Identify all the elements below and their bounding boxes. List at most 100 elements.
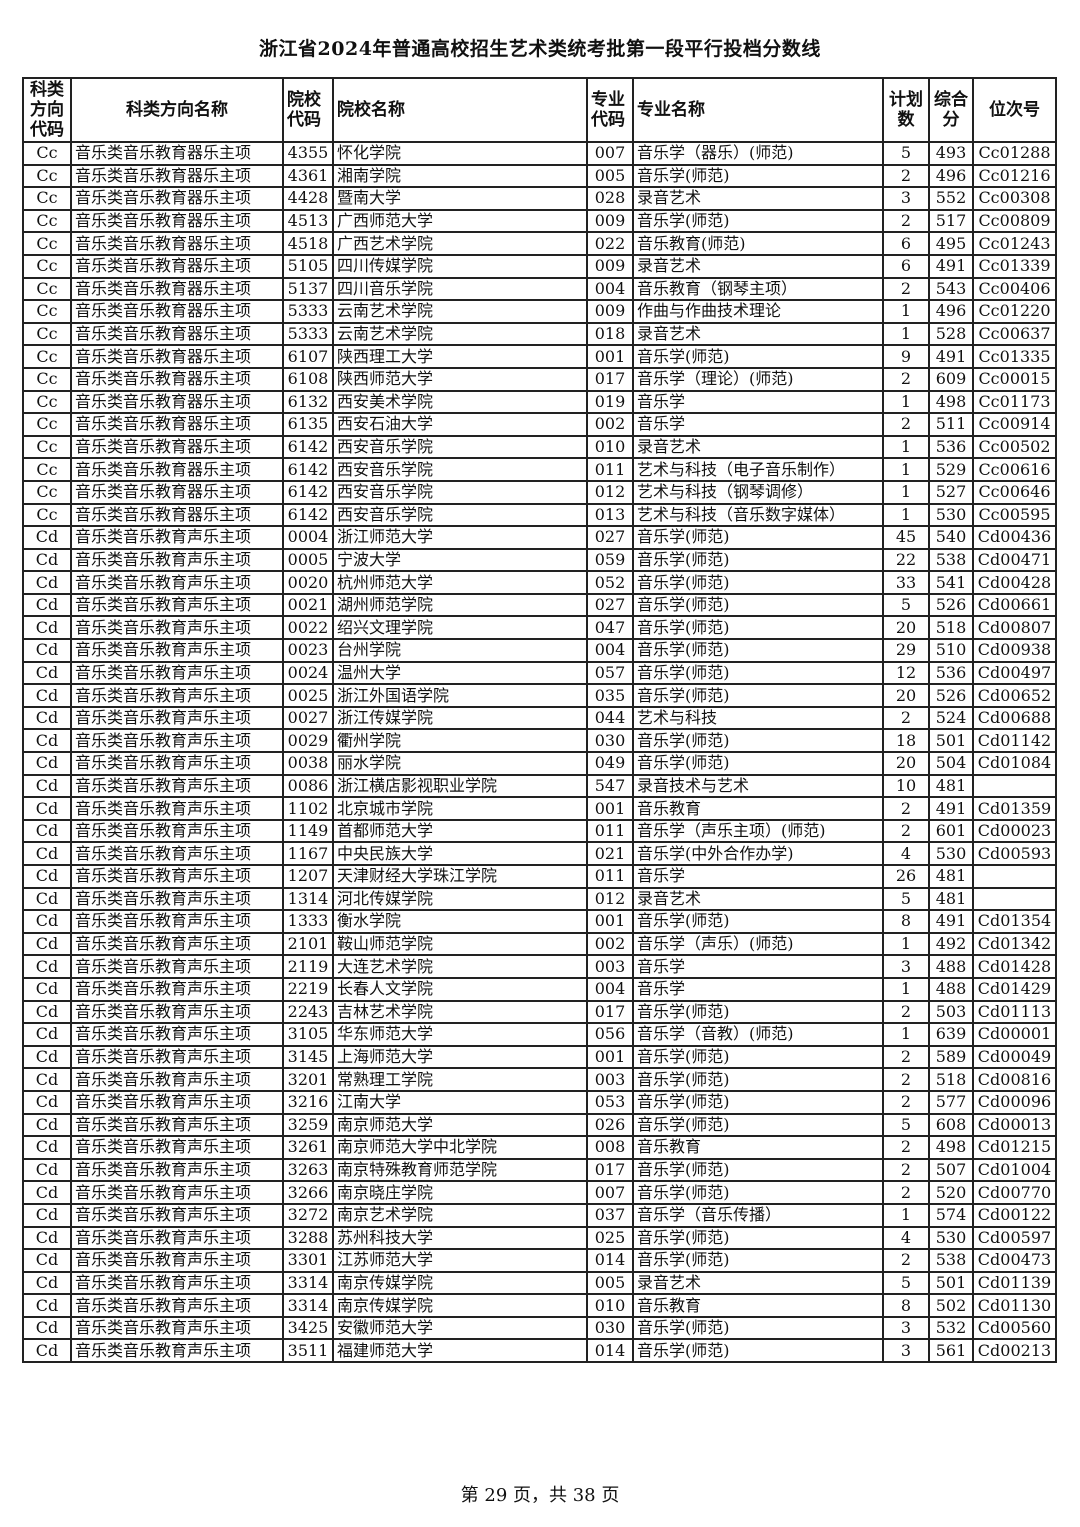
table-row: Cc 音乐类音乐教育器乐主项 6142 西安音乐学院 013 艺术与科技（音乐数字媒体） 1…: [22, 502, 1057, 528]
cell-direction-code: Cd: [22, 570, 72, 595]
cell-score: 532: [928, 1315, 974, 1341]
cell-direction-name: 音乐类音乐教育声乐主项: [70, 1067, 284, 1092]
cell-direction-name: 音乐类音乐教育声乐主项: [70, 1315, 284, 1341]
header-score: 综合分: [928, 77, 974, 143]
cell-major-name: 音乐学(师范): [632, 344, 884, 369]
cell-major-name: 音乐学(师范): [632, 570, 884, 595]
cell-rank: Cc00616: [972, 457, 1057, 482]
cell-rank: Cc00595: [972, 502, 1057, 528]
cell-score: 501: [928, 728, 974, 754]
cell-school-code: 0005: [282, 547, 334, 573]
table-row: Cc 音乐类音乐教育器乐主项 5333 云南艺术学院 018 录音艺术 1 528 Cc0063…: [22, 321, 1057, 347]
cell-direction-name: 音乐类音乐教育声乐主项: [70, 547, 284, 573]
cell-school-name: 台州学院: [332, 638, 588, 663]
cell-rank: Cc00308: [972, 186, 1057, 211]
cell-major-code: 014: [586, 1248, 634, 1273]
cell-major-code: 059: [586, 547, 634, 573]
cell-school-code: 6107: [282, 344, 334, 369]
table-row: Cc 音乐类音乐教育器乐主项 6142 西安音乐学院 012 艺术与科技（钢琴调修） 1 52…: [22, 479, 1057, 505]
cell-direction-code: Cd: [22, 1067, 72, 1092]
cell-school-code: 0029: [282, 728, 334, 754]
table-row: Cd 音乐类音乐教育声乐主项 0005 宁波大学 059 音乐学(师范) 22 538 Cd00…: [22, 547, 1057, 573]
cell-direction-name: 音乐类音乐教育声乐主项: [70, 1157, 284, 1183]
cell-rank: Cd01084: [972, 751, 1057, 776]
cell-direction-code: Cd: [22, 954, 72, 979]
cell-school-code: 6135: [282, 412, 334, 437]
cell-direction-code: Cd: [22, 1022, 72, 1047]
cell-major-code: 001: [586, 909, 634, 934]
cell-direction-code: Cd: [22, 592, 72, 618]
cell-rank: Cd00473: [972, 1248, 1057, 1273]
cell-rank: Cd01359: [972, 796, 1057, 821]
cell-direction-code: Cd: [22, 886, 72, 912]
cell-rank: Cc00637: [972, 321, 1057, 347]
cell-rank: [972, 773, 1057, 799]
table-row: Cd 音乐类音乐教育声乐主项 3314 南京传媒学院 005 录音艺术 5 501 Cd0113…: [22, 1270, 1057, 1296]
cell-school-code: 5105: [282, 253, 334, 279]
cell-rank: Cd00471: [972, 547, 1057, 573]
cell-school-name: 南京传媒学院: [332, 1293, 588, 1318]
cell-school-code: 3511: [282, 1338, 334, 1364]
cell-direction-code: Cc: [22, 457, 72, 482]
cell-direction-name: 音乐类音乐教育声乐主项: [70, 1089, 284, 1115]
table-row: Cd 音乐类音乐教育声乐主项 3314 南京传媒学院 010 音乐教育 8 502 Cd0113…: [22, 1293, 1057, 1318]
table-row: Cd 音乐类音乐教育声乐主项 0022 绍兴文理学院 047 音乐学(师范) 20 518 Cd…: [22, 615, 1057, 641]
cell-plan-count: 5: [882, 592, 930, 618]
cell-direction-code: Cc: [22, 344, 72, 369]
cell-rank: Cc00809: [972, 208, 1057, 234]
cell-major-name: 艺术与科技: [632, 705, 884, 731]
cell-rank: Cc01339: [972, 253, 1057, 279]
cell-rank: Cd00593: [972, 841, 1057, 866]
table-row: Cc 音乐类音乐教育器乐主项 6142 西安音乐学院 011 艺术与科技（电子音乐制作） 1…: [22, 457, 1057, 482]
cell-major-name: 录音技术与艺术: [632, 773, 884, 799]
table-row: Cc 音乐类音乐教育器乐主项 6108 陕西师范大学 017 音乐学（理论）(师范) 2 60…: [22, 366, 1057, 392]
cell-major-name: 音乐学（音乐传播）: [632, 1202, 884, 1228]
cell-school-name: 常熟理工学院: [332, 1067, 588, 1092]
cell-school-name: 南京艺术学院: [332, 1202, 588, 1228]
cell-plan-count: 1: [882, 1022, 930, 1047]
cell-direction-code: Cd: [22, 1157, 72, 1183]
cell-school-name: 大连艺术学院: [332, 954, 588, 979]
table-row: Cd 音乐类音乐教育声乐主项 1314 河北传媒学院 012 录音艺术 5 481: [22, 886, 1057, 912]
cell-direction-code: Cc: [22, 412, 72, 437]
cell-school-name: 河北传媒学院: [332, 886, 588, 912]
cell-school-code: 3259: [282, 1112, 334, 1138]
cell-score: 541: [928, 570, 974, 595]
score-table: 科类方向代码 科类方向名称 院校代码 院校名称 专业代码 专业名称 计划数 综合…: [22, 77, 1057, 1364]
cell-school-name: 湖州师范学院: [332, 592, 588, 618]
cell-school-name: 南京传媒学院: [332, 1270, 588, 1296]
cell-school-code: 5333: [282, 299, 334, 324]
cell-plan-count: 33: [882, 570, 930, 595]
cell-score: 552: [928, 186, 974, 211]
cell-score: 543: [928, 276, 974, 302]
cell-plan-count: 2: [882, 1067, 930, 1092]
table-row: Cd 音乐类音乐教育声乐主项 3266 南京晓庄学院 007 音乐学(师范) 2 520 Cd0…: [22, 1180, 1057, 1205]
table-row: Cd 音乐类音乐教育声乐主项 1207 天津财经大学珠江学院 011 音乐学 26 481: [22, 864, 1057, 889]
cell-direction-name: 音乐类音乐教育器乐主项: [70, 412, 284, 437]
cell-school-code: 0038: [282, 751, 334, 776]
cell-major-name: 艺术与科技（电子音乐制作）: [632, 457, 884, 482]
cell-plan-count: 2: [882, 276, 930, 302]
cell-rank: Cc01216: [972, 163, 1057, 189]
cell-rank: Cd00122: [972, 1202, 1057, 1228]
cell-major-name: 音乐学(师范): [632, 208, 884, 234]
cell-major-name: 音乐学(师范): [632, 728, 884, 754]
cell-plan-count: 1: [882, 389, 930, 415]
cell-school-code: 3314: [282, 1270, 334, 1296]
cell-rank: Cd00001: [972, 1022, 1057, 1047]
cell-major-name: 音乐学(师范): [632, 683, 884, 708]
cell-plan-count: 2: [882, 412, 930, 437]
header-direction-name: 科类方向名称: [70, 77, 284, 143]
cell-score: 517: [928, 208, 974, 234]
cell-direction-code: Cd: [22, 1270, 72, 1296]
cell-school-name: 苏州科技大学: [332, 1225, 588, 1251]
cell-school-code: 5137: [282, 276, 334, 302]
cell-plan-count: 2: [882, 1180, 930, 1205]
cell-rank: [972, 886, 1057, 912]
table-row: Cc 音乐类音乐教育器乐主项 5333 云南艺术学院 009 作曲与作曲技术理论 1 496 C…: [22, 299, 1057, 324]
cell-score: 498: [928, 389, 974, 415]
cell-major-code: 017: [586, 999, 634, 1025]
cell-direction-name: 音乐类音乐教育声乐主项: [70, 954, 284, 979]
cell-major-code: 011: [586, 457, 634, 482]
cell-score: 510: [928, 638, 974, 663]
